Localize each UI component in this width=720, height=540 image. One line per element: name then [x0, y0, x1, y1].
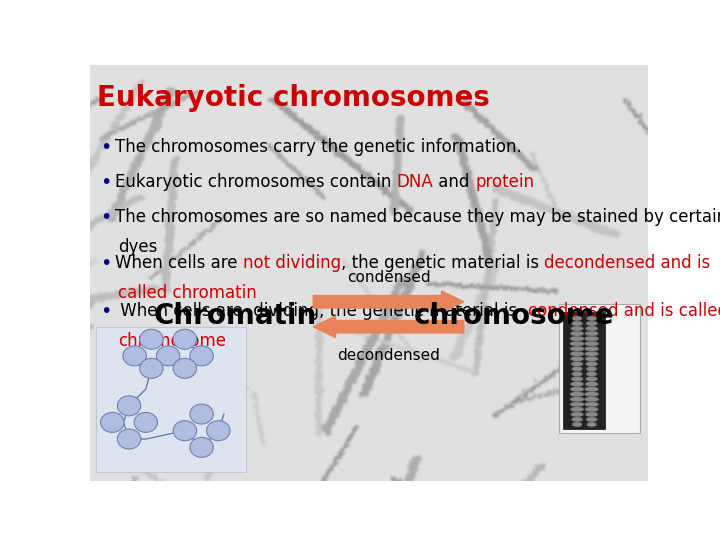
Ellipse shape	[587, 422, 597, 427]
Text: , the genetic material is: , the genetic material is	[341, 254, 544, 272]
Ellipse shape	[190, 346, 213, 366]
Ellipse shape	[572, 417, 582, 422]
Ellipse shape	[585, 336, 599, 341]
FancyArrow shape	[313, 316, 464, 338]
Ellipse shape	[570, 387, 584, 392]
Ellipse shape	[117, 396, 141, 416]
Ellipse shape	[570, 336, 584, 341]
Ellipse shape	[173, 329, 197, 349]
FancyBboxPatch shape	[96, 327, 246, 472]
Text: condensed and is called: condensed and is called	[528, 302, 720, 320]
Text: DNA: DNA	[397, 173, 433, 191]
Ellipse shape	[572, 321, 582, 326]
Ellipse shape	[140, 329, 163, 349]
Ellipse shape	[101, 413, 124, 433]
Text: protein: protein	[475, 173, 534, 191]
Ellipse shape	[572, 316, 582, 321]
Ellipse shape	[570, 407, 584, 412]
Ellipse shape	[571, 361, 583, 366]
Ellipse shape	[571, 376, 583, 382]
Text: •: •	[100, 138, 112, 157]
Text: called chromatin: called chromatin	[118, 284, 256, 302]
Ellipse shape	[585, 412, 598, 417]
Ellipse shape	[586, 417, 598, 422]
Ellipse shape	[190, 437, 213, 457]
Ellipse shape	[586, 372, 597, 376]
Text: dyes: dyes	[118, 238, 157, 256]
FancyBboxPatch shape	[563, 312, 605, 429]
Ellipse shape	[207, 421, 230, 441]
Text: not dividing: not dividing	[243, 254, 341, 272]
FancyBboxPatch shape	[559, 304, 639, 433]
Text: •: •	[100, 254, 112, 273]
Ellipse shape	[134, 413, 158, 433]
Ellipse shape	[585, 392, 599, 397]
Ellipse shape	[572, 372, 582, 376]
Text: chromosome: chromosome	[414, 302, 614, 330]
Ellipse shape	[585, 326, 598, 331]
Ellipse shape	[572, 422, 582, 427]
FancyArrow shape	[313, 291, 464, 313]
Ellipse shape	[570, 352, 584, 356]
Ellipse shape	[173, 359, 197, 379]
Ellipse shape	[571, 326, 583, 331]
Text: When cells are: When cells are	[115, 254, 243, 272]
Ellipse shape	[585, 387, 598, 392]
Ellipse shape	[587, 316, 597, 321]
Ellipse shape	[570, 397, 585, 402]
Ellipse shape	[140, 359, 163, 379]
Ellipse shape	[586, 321, 598, 326]
Ellipse shape	[173, 421, 197, 441]
Ellipse shape	[570, 356, 584, 361]
Text: decondensed: decondensed	[337, 348, 440, 362]
Text: Eukaryotic chromosomes: Eukaryotic chromosomes	[96, 84, 490, 112]
Ellipse shape	[570, 331, 584, 336]
Text: •: •	[100, 208, 112, 227]
Ellipse shape	[585, 352, 598, 356]
Text: decondensed and is: decondensed and is	[544, 254, 711, 272]
Text: chromosome: chromosome	[118, 332, 226, 350]
Text: The chromosomes are so named because they may be stained by certain: The chromosomes are so named because the…	[115, 208, 720, 226]
Text: Eukaryotic chromosomes contain: Eukaryotic chromosomes contain	[115, 173, 397, 191]
Ellipse shape	[585, 402, 599, 407]
Ellipse shape	[123, 346, 146, 366]
Text: condensed: condensed	[347, 270, 431, 285]
Text: •: •	[100, 173, 112, 192]
Ellipse shape	[585, 397, 599, 402]
Ellipse shape	[570, 402, 584, 407]
Text: When cells are  dividing, the genetic material is: When cells are dividing, the genetic mat…	[115, 302, 528, 320]
Ellipse shape	[585, 382, 598, 387]
Text: Chromatin: Chromatin	[153, 302, 317, 330]
Ellipse shape	[190, 404, 213, 424]
Ellipse shape	[156, 346, 180, 366]
Ellipse shape	[572, 367, 582, 372]
Ellipse shape	[570, 392, 585, 397]
Text: The chromosomes carry the genetic information.: The chromosomes carry the genetic inform…	[115, 138, 522, 156]
Ellipse shape	[570, 341, 585, 346]
Text: •: •	[100, 302, 112, 321]
Ellipse shape	[571, 412, 583, 417]
Ellipse shape	[585, 331, 598, 336]
Text: and: and	[433, 173, 475, 191]
Ellipse shape	[585, 361, 598, 366]
Ellipse shape	[570, 382, 584, 387]
Ellipse shape	[585, 341, 599, 346]
Ellipse shape	[570, 346, 585, 351]
Ellipse shape	[585, 346, 599, 351]
Ellipse shape	[586, 367, 597, 372]
Ellipse shape	[117, 429, 141, 449]
Ellipse shape	[585, 376, 598, 382]
Ellipse shape	[585, 356, 598, 361]
Ellipse shape	[585, 407, 598, 412]
